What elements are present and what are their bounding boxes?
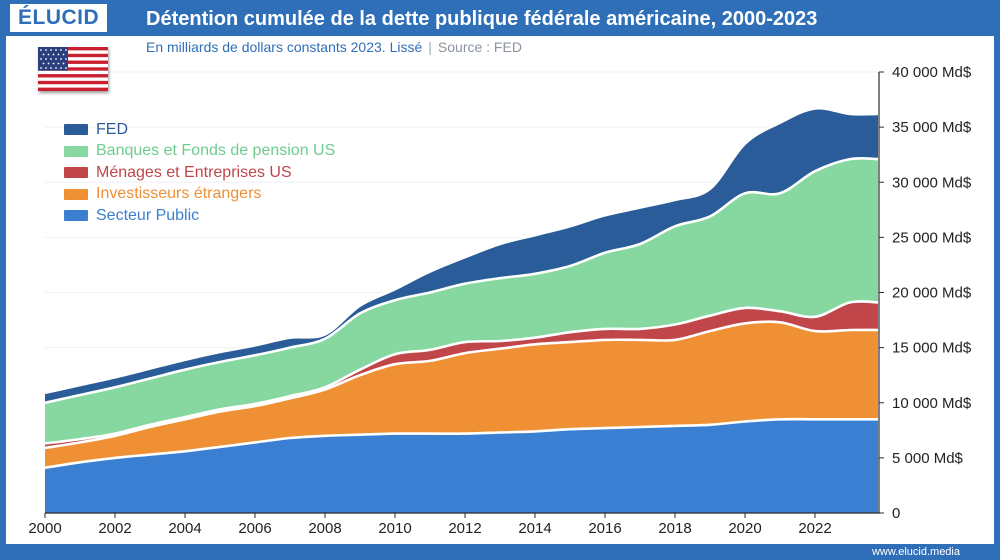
source-text: Source : FED — [437, 39, 522, 55]
x-tick-label-2006: 2006 — [238, 520, 271, 537]
footer-website[interactable]: www.elucid.media — [871, 546, 960, 558]
legend-label-investisseurs: Investisseurs étrangers — [96, 185, 262, 203]
boundary-banques — [44, 156, 879, 405]
y-tick-label-5000: 5 000 Md$ — [892, 450, 964, 467]
legend-swatch-menages — [64, 167, 88, 179]
y-tick-label-10000: 10 000 Md$ — [892, 395, 972, 412]
chart-title: Détention cumulée de la dette publique f… — [146, 8, 818, 30]
us-flag-icon — [38, 47, 108, 92]
x-tick-label-2000: 2000 — [28, 520, 61, 537]
legend-label-menages: Ménages et Entreprises US — [96, 163, 292, 181]
legend-swatch-secteur-public — [64, 210, 88, 222]
legend-swatch-banques — [64, 145, 88, 157]
y-tick-label-15000: 15 000 Md$ — [892, 340, 972, 357]
legend-item-fed[interactable]: FED — [64, 119, 335, 141]
y-tick-label-40000: 40 000 Md$ — [892, 64, 972, 81]
area-secteur-public — [45, 419, 878, 513]
subtitle-separator: | — [428, 39, 432, 55]
legend-swatch-investisseurs — [64, 188, 88, 200]
legend-label-fed: FED — [96, 120, 128, 138]
x-tick-label-2022: 2022 — [798, 520, 831, 537]
x-tick-label-2010: 2010 — [378, 520, 411, 537]
legend-label-banques: Banques et Fonds de pension US — [96, 142, 336, 160]
x-tick-label-2014: 2014 — [518, 520, 551, 537]
x-tick-label-2008: 2008 — [308, 520, 341, 537]
legend-item-investisseurs[interactable]: Investisseurs étrangers — [64, 184, 335, 206]
chart-subtitle: En milliards de dollars constants 2023. … — [146, 39, 522, 55]
legend: FED Banques et Fonds de pension US Ménag… — [64, 119, 335, 227]
x-tick-label-2016: 2016 — [588, 520, 621, 537]
x-tick-label-2018: 2018 — [658, 520, 691, 537]
legend-item-banques[interactable]: Banques et Fonds de pension US — [64, 141, 335, 163]
subtitle-text: En milliards de dollars constants 2023. … — [146, 39, 423, 55]
boundary-menages — [44, 300, 879, 445]
y-tick-label-25000: 25 000 Md$ — [892, 229, 972, 246]
y-tick-label-30000: 30 000 Md$ — [892, 174, 972, 191]
x-tick-label-2002: 2002 — [98, 520, 131, 537]
y-tick-label-35000: 35 000 Md$ — [892, 119, 972, 136]
legend-swatch-fed — [64, 124, 88, 136]
legend-item-secteur-public[interactable]: Secteur Public — [64, 205, 335, 227]
elucid-logo[interactable]: ÉLUCID — [10, 4, 108, 32]
boundary-fed — [44, 106, 879, 395]
legend-item-menages[interactable]: Ménages et Entreprises US — [64, 162, 335, 184]
y-tick-label-0: 0 — [892, 505, 900, 522]
boundary-secteur_public — [44, 417, 878, 470]
x-tick-label-2004: 2004 — [168, 520, 201, 537]
boundary-investisseurs_etrangers — [44, 320, 879, 450]
legend-label-secteur-public: Secteur Public — [96, 206, 200, 224]
x-tick-label-2020: 2020 — [728, 520, 761, 537]
y-tick-label-20000: 20 000 Md$ — [892, 285, 972, 302]
x-tick-label-2012: 2012 — [448, 520, 481, 537]
